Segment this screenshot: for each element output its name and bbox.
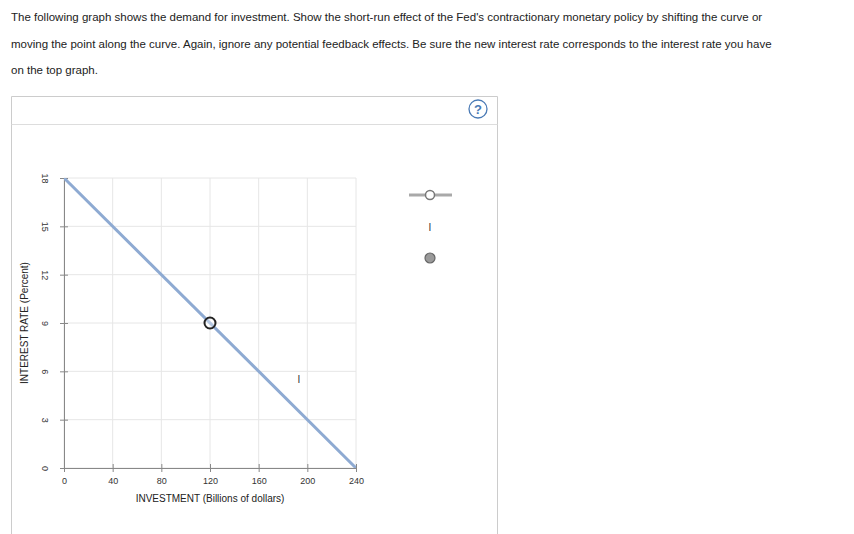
grid <box>64 178 356 468</box>
point-tool[interactable] <box>425 253 435 263</box>
x-tick-label: 160 <box>252 476 267 486</box>
x-tick: 40 <box>108 464 118 486</box>
y-tick-mark <box>60 226 68 227</box>
x-tick-mark <box>210 464 211 472</box>
y-tick-mark <box>60 323 68 324</box>
y-axis: 0 3 6 9 12 15 18 <box>40 173 68 471</box>
y-grid-line <box>64 371 356 372</box>
x-tick-label: 80 <box>157 476 167 486</box>
y-axis-title: INTEREST RATE (Percent) <box>19 262 30 384</box>
x-tick: 240 <box>349 464 364 486</box>
y-tick-label: 9 <box>40 321 50 326</box>
panel-header-separator <box>12 124 498 125</box>
y-tick-label: 18 <box>40 173 50 183</box>
y-grid-line <box>64 178 356 179</box>
y-tick: 6 <box>40 369 68 374</box>
instruction-line: The following graph shows the demand for… <box>11 11 762 23</box>
page: The following graph shows the demand for… <box>0 0 854 534</box>
x-tick-label: 200 <box>300 476 315 486</box>
x-tick: 80 <box>157 464 167 486</box>
y-tick-mark <box>60 275 68 276</box>
x-tick: 160 <box>252 464 267 486</box>
y-tick: 9 <box>40 321 68 326</box>
curve-tool-label: I <box>429 222 432 233</box>
x-tick-mark <box>356 464 357 472</box>
help-button[interactable]: ? <box>469 100 487 118</box>
x-tick-mark <box>161 464 162 472</box>
y-grid-line <box>64 226 356 227</box>
panel-border <box>12 97 498 534</box>
y-grid-line <box>64 419 356 420</box>
y-grid-line <box>64 274 356 275</box>
help-circle[interactable] <box>469 100 487 118</box>
plot-area <box>64 178 356 468</box>
curve-label: I <box>297 374 300 385</box>
x-tick-mark <box>259 464 260 472</box>
y-tick: 15 <box>40 222 68 232</box>
y-tick-label: 0 <box>40 466 50 471</box>
x-tick-label: 40 <box>108 476 118 486</box>
x-tick: 120 <box>203 464 218 486</box>
y-tick-mark <box>60 371 68 372</box>
y-tick-label: 12 <box>40 270 50 280</box>
demand-curve[interactable] <box>64 178 356 468</box>
y-tick-mark <box>60 468 68 469</box>
y-tick-label: 15 <box>40 222 50 232</box>
curve-tool[interactable] <box>409 191 452 200</box>
x-tick: 200 <box>300 464 315 486</box>
y-tick-label: 3 <box>40 418 50 423</box>
x-tick-label: 0 <box>62 476 67 486</box>
y-tick: 3 <box>40 418 68 423</box>
instructions: The following graph shows the demand for… <box>11 11 772 76</box>
x-tick-mark <box>307 464 308 472</box>
x-axis: 0 40 80 120 160 200 240 <box>62 464 364 486</box>
y-tick: 18 <box>40 173 68 183</box>
y-tick: 12 <box>40 270 68 280</box>
equilibrium-point[interactable] <box>205 318 216 329</box>
panel: ? <box>12 97 498 534</box>
instruction-line: moving the point along the curve. Again,… <box>11 38 772 50</box>
help-text[interactable]: ? <box>474 102 482 117</box>
instruction-line: on the top graph. <box>11 64 98 76</box>
y-tick-label: 6 <box>40 369 50 374</box>
x-tick-mark <box>113 464 114 472</box>
curve-tool-handle[interactable] <box>426 191 435 200</box>
x-tick-label: 240 <box>349 476 364 486</box>
y-tick: 0 <box>40 466 68 471</box>
tool-palette: I <box>409 191 452 264</box>
x-axis-title: INVESTMENT (Billions of dollars) <box>136 493 285 504</box>
y-tick-mark <box>60 420 68 421</box>
x-tick-label: 120 <box>203 476 218 486</box>
